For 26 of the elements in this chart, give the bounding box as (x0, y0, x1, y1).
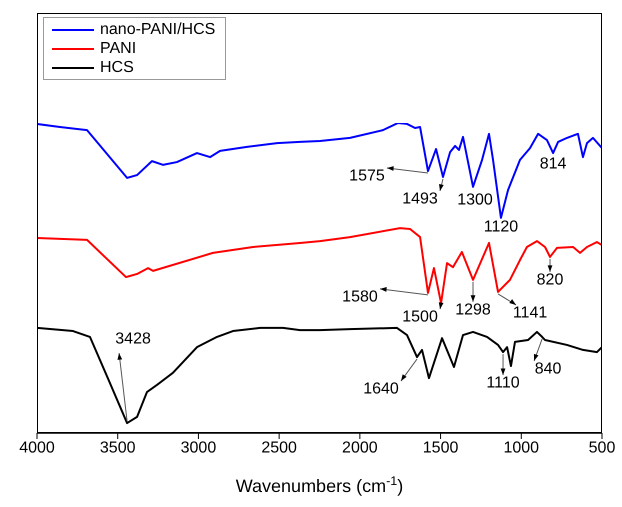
x-tick-label: 4000 (19, 439, 55, 456)
x-tick-label: 1000 (503, 439, 540, 456)
annotation: 1298 (455, 301, 491, 318)
annotation: 1141 (512, 304, 548, 322)
annotation: 820 (536, 271, 564, 288)
annotation: 1493 (402, 190, 438, 208)
x-tick-label: 3500 (100, 439, 136, 456)
x-tick-label: 1500 (422, 439, 458, 456)
legend-label: nano-PANI/HCS (100, 20, 216, 39)
legend-label: PANI (100, 39, 136, 58)
legend-label: HCS (100, 58, 134, 77)
x-axis-title: Wavenumbers (cm$^{-1}$) (236, 474, 404, 496)
annotation: 3428 (115, 330, 151, 348)
annotation: 840 (534, 360, 562, 378)
x-tick-label: 2500 (261, 439, 298, 456)
annotation: 1110 (486, 374, 520, 392)
annotation: 1575 (349, 167, 385, 184)
annotation: 1580 (342, 288, 378, 306)
annotation: 1120 (484, 218, 518, 236)
annotation: 1640 (363, 380, 399, 398)
annotation: 1300 (457, 191, 493, 208)
annotation: 1500 (402, 308, 438, 326)
x-tick-label: 500 (588, 439, 616, 456)
x-tick-label: 2000 (342, 439, 378, 456)
x-tick-label: 3000 (180, 439, 216, 456)
annotation: 814 (540, 155, 567, 172)
